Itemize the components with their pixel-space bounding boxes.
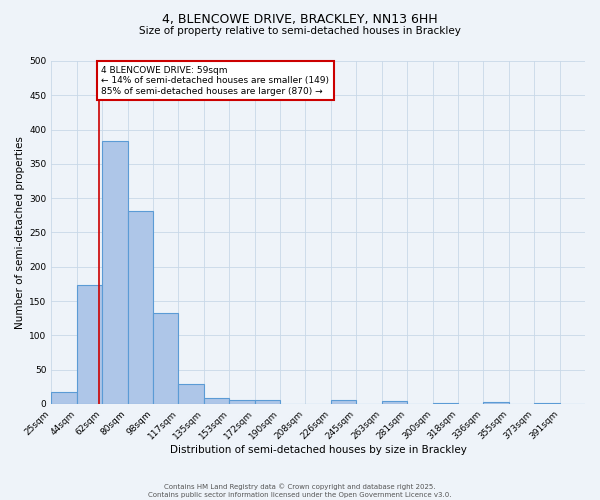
Bar [204, 398, 229, 404]
Text: Contains HM Land Registry data © Crown copyright and database right 2025.
Contai: Contains HM Land Registry data © Crown c… [148, 484, 452, 498]
Text: 4, BLENCOWE DRIVE, BRACKLEY, NN13 6HH: 4, BLENCOWE DRIVE, BRACKLEY, NN13 6HH [162, 12, 438, 26]
Bar [178, 384, 204, 404]
Bar [51, 392, 77, 404]
Bar [433, 403, 458, 404]
Text: Size of property relative to semi-detached houses in Brackley: Size of property relative to semi-detach… [139, 26, 461, 36]
Bar [331, 400, 356, 404]
Bar [382, 401, 407, 404]
Text: 4 BLENCOWE DRIVE: 59sqm
← 14% of semi-detached houses are smaller (149)
85% of s: 4 BLENCOWE DRIVE: 59sqm ← 14% of semi-de… [101, 66, 329, 96]
Bar [128, 211, 153, 404]
Bar [229, 400, 254, 404]
Bar [77, 285, 102, 404]
X-axis label: Distribution of semi-detached houses by size in Brackley: Distribution of semi-detached houses by … [170, 445, 467, 455]
Bar [484, 402, 509, 404]
Y-axis label: Number of semi-detached properties: Number of semi-detached properties [15, 136, 25, 329]
Bar [102, 141, 128, 404]
Bar [254, 400, 280, 404]
Bar [153, 314, 178, 404]
Bar [534, 402, 560, 404]
